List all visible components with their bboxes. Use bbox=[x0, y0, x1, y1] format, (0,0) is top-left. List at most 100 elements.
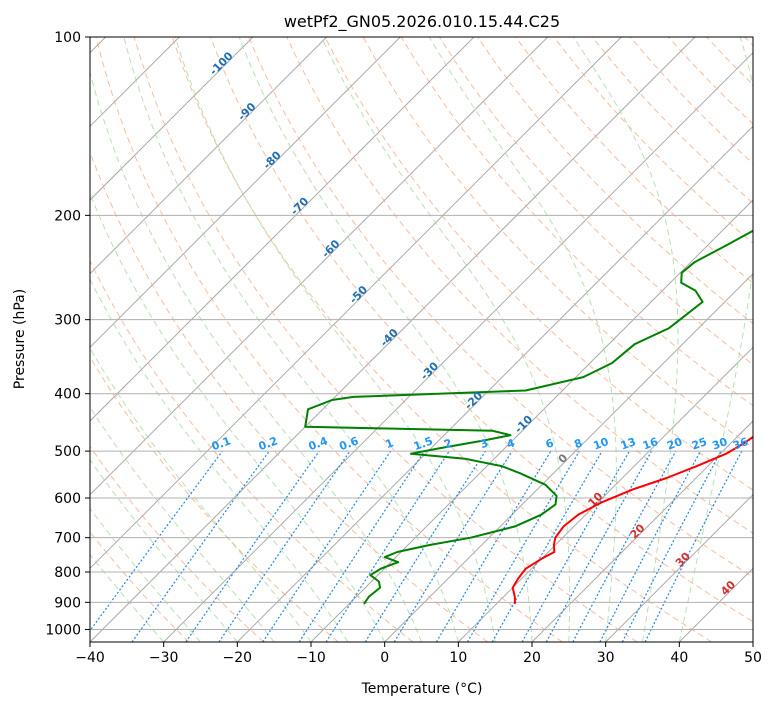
isotherm-label: -60 bbox=[319, 237, 342, 260]
moist-adiabat-line bbox=[90, 507, 201, 642]
x-tick-label: −40 bbox=[75, 650, 105, 666]
mixing-ratio-label: 3 bbox=[478, 436, 490, 451]
mixing-ratio-line bbox=[466, 450, 580, 642]
y-axis-ticks: 100 200 300 400 500 600 700 800 900 1000 bbox=[45, 30, 90, 638]
mixing-ratio-line bbox=[644, 450, 743, 642]
y-tick-label: 800 bbox=[54, 565, 81, 581]
moist-adiabat-lines bbox=[90, 37, 753, 642]
pressure-grid bbox=[90, 37, 753, 630]
y-tick-label: 200 bbox=[54, 208, 81, 224]
y-tick-label: 900 bbox=[54, 595, 81, 611]
isotherm-line bbox=[752, 641, 753, 642]
mixing-ratio-line bbox=[393, 450, 513, 642]
isotherm-line bbox=[90, 37, 328, 275]
isotherm-label: -10 bbox=[512, 412, 535, 435]
dry-adiabat-line bbox=[90, 150, 488, 642]
mixing-ratio-lines bbox=[90, 450, 743, 642]
x-tick-label: −20 bbox=[223, 650, 253, 666]
dry-adiabat-line bbox=[553, 37, 753, 244]
isotherm-label: -30 bbox=[418, 359, 441, 382]
moist-adiabat-line bbox=[428, 37, 617, 642]
x-tick-label: 10 bbox=[449, 650, 467, 666]
adiabat-label: 20 bbox=[628, 521, 648, 541]
mixing-ratio-label: 1 bbox=[384, 436, 396, 451]
dry-adiabat-line bbox=[515, 37, 753, 284]
mixing-ratio-label: 25 bbox=[690, 435, 709, 452]
isotherm-label: -50 bbox=[347, 283, 370, 306]
adiabat-label: 40 bbox=[718, 578, 738, 598]
mixing-ratio-label: 0.4 bbox=[307, 434, 330, 453]
y-tick-label: 700 bbox=[54, 531, 81, 547]
dry-adiabat-line bbox=[324, 37, 753, 491]
x-tick-label: 50 bbox=[744, 650, 762, 666]
line-annotations: 0.1 0.2 0.4 0.6 1 1.5 2 3 4 6 8 10 13 16 20 25 30 36-100-… bbox=[207, 49, 750, 598]
dry-adiabat-line bbox=[133, 37, 638, 642]
moist-adiabat-line bbox=[320, 37, 571, 642]
mixing-ratio-label: 0.6 bbox=[338, 434, 361, 453]
y-tick-label: 500 bbox=[54, 444, 81, 460]
isotherm-line bbox=[90, 37, 549, 496]
dry-adiabat-line bbox=[171, 37, 712, 642]
mixing-ratio-label: 36 bbox=[731, 435, 750, 453]
dewpoint-line bbox=[304, 229, 753, 605]
isotherm-line bbox=[236, 125, 753, 642]
dry-adiabat-line bbox=[210, 37, 753, 623]
moist-adiabat-line bbox=[90, 347, 312, 642]
dry-adiabat-line bbox=[90, 531, 190, 642]
isotherm-line bbox=[457, 346, 753, 642]
dry-adiabat-line bbox=[90, 445, 264, 642]
isotherm-line bbox=[90, 37, 254, 201]
mixing-ratio-label: 30 bbox=[710, 435, 729, 453]
x-tick-label: 30 bbox=[597, 650, 615, 666]
moist-adiabat-line bbox=[90, 192, 386, 642]
isotherm-line bbox=[90, 37, 622, 570]
dry-adiabat-line bbox=[95, 37, 563, 642]
dry-adiabat-line bbox=[706, 37, 753, 86]
isotherm-label: -40 bbox=[378, 326, 401, 349]
mixing-ratio-line bbox=[521, 450, 631, 642]
moist-adiabat-line bbox=[123, 37, 459, 642]
x-tick-label: −30 bbox=[149, 650, 179, 666]
y-tick-label: 400 bbox=[54, 387, 81, 403]
mixing-ratio-label: 0.1 bbox=[210, 434, 233, 453]
y-tick-label: 1000 bbox=[45, 622, 81, 638]
mixing-ratio-line bbox=[621, 450, 722, 642]
moist-adiabat-line bbox=[572, 37, 679, 642]
isotherm-line bbox=[384, 272, 753, 642]
isotherm-label: -70 bbox=[288, 194, 311, 217]
isotherm-line bbox=[90, 37, 475, 422]
isotherm-line bbox=[531, 420, 753, 642]
isotherm-label: -90 bbox=[235, 100, 258, 123]
mixing-ratio-label: 4 bbox=[505, 436, 517, 451]
mixing-ratio-label: 1.5 bbox=[412, 434, 435, 453]
moist-adiabat-line bbox=[238, 37, 533, 642]
x-tick-label: −10 bbox=[296, 650, 326, 666]
x-axis-ticks: −40 −30 −20 −10 0 10 20 30 40 50 bbox=[75, 642, 762, 666]
isotherm-line bbox=[90, 37, 401, 349]
dry-adiabat-line bbox=[744, 37, 753, 47]
y-tick-label: 100 bbox=[54, 30, 81, 46]
moist-adiabat-line bbox=[174, 37, 496, 642]
moist-adiabat-line bbox=[90, 406, 275, 642]
mixing-ratio-line bbox=[218, 450, 351, 642]
dry-adiabat-line bbox=[90, 356, 339, 642]
moist-adiabat-line bbox=[90, 70, 422, 642]
moist-adiabat-line bbox=[90, 553, 165, 642]
mixing-ratio-label: 10 bbox=[592, 435, 611, 453]
mixing-ratio-label: 8 bbox=[572, 436, 584, 451]
mixing-ratio-label: 6 bbox=[544, 436, 556, 451]
isotherm-label: -100 bbox=[207, 49, 236, 78]
x-axis-label: Temperature (°C) bbox=[361, 681, 483, 697]
mixing-ratio-line bbox=[491, 450, 603, 642]
profile-series bbox=[304, 229, 753, 605]
plot-frame bbox=[89, 36, 754, 643]
mixing-ratio-label: 0.2 bbox=[257, 434, 280, 453]
chart-title: wetPf2_GN05.2026.010.15.44.C25 bbox=[284, 12, 560, 32]
y-tick-label: 300 bbox=[54, 313, 81, 329]
mixing-ratio-line bbox=[572, 450, 677, 642]
mixing-ratio-line bbox=[185, 450, 320, 642]
mixing-ratio-label: 16 bbox=[641, 435, 660, 453]
isotherm-line bbox=[163, 51, 753, 642]
temperature-line bbox=[511, 435, 753, 604]
